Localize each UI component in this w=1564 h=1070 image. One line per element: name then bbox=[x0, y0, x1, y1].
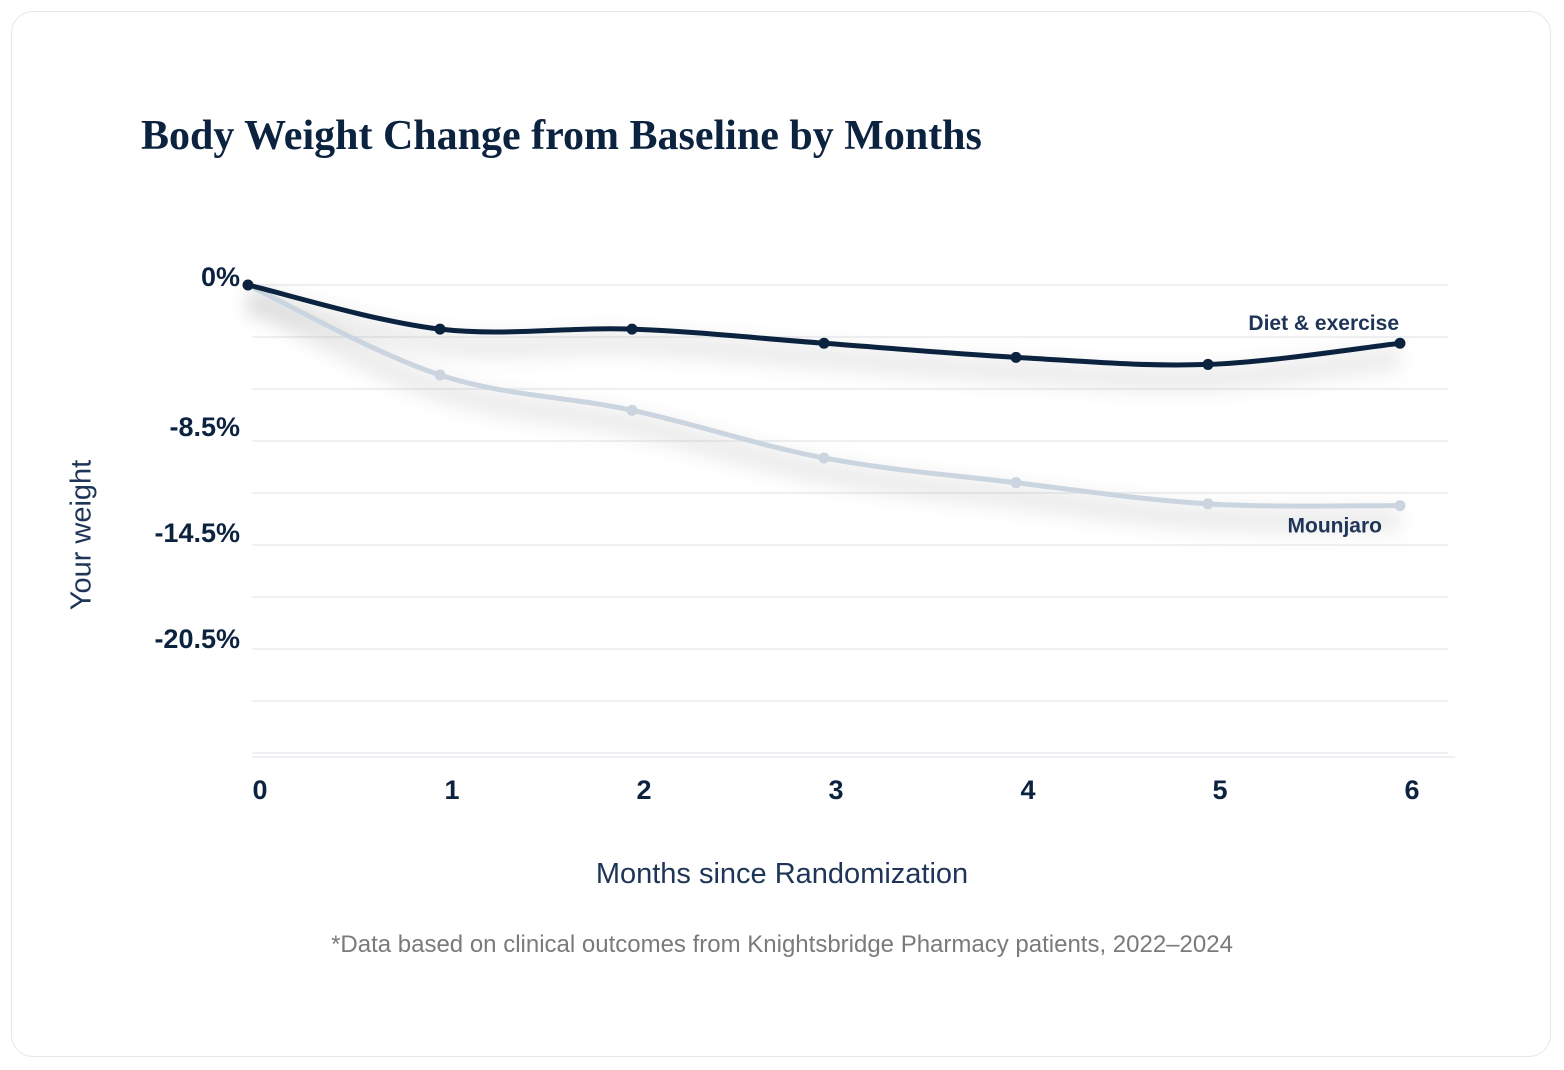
footnote: *Data based on clinical outcomes from Kn… bbox=[331, 931, 1233, 958]
series-label-diet-exercise: Diet & exercise bbox=[1248, 312, 1399, 335]
y-axis-ticks: 0% -8.5% -14.5% -20.5% bbox=[154, 262, 240, 654]
series-label-mounjaro: Mounjaro bbox=[1288, 515, 1383, 538]
x-tick-label: 0 bbox=[252, 775, 267, 805]
data-point bbox=[1010, 351, 1022, 363]
x-tick-label: 2 bbox=[636, 775, 651, 805]
series-diet-exercise bbox=[242, 279, 1406, 370]
chart-title: Body Weight Change from Baseline by Mont… bbox=[141, 113, 982, 159]
chart-card bbox=[11, 11, 1551, 1057]
data-point bbox=[818, 337, 830, 349]
data-point bbox=[818, 452, 830, 464]
data-point bbox=[434, 323, 446, 335]
y-tick-label: -8.5% bbox=[169, 412, 240, 442]
data-point bbox=[1394, 337, 1406, 349]
line-shadows bbox=[242, 286, 1402, 534]
x-tick-label: 1 bbox=[444, 775, 459, 805]
x-tick-label: 3 bbox=[828, 775, 843, 805]
data-point bbox=[1202, 498, 1214, 510]
x-tick-label: 4 bbox=[1020, 775, 1035, 805]
data-point bbox=[1394, 500, 1406, 512]
series-shadow-diet-exercise bbox=[245, 286, 1402, 392]
x-axis-title: Months since Randomization bbox=[595, 858, 969, 890]
series-shadow-mounjaro bbox=[242, 287, 1401, 534]
series-lines bbox=[242, 279, 1406, 512]
x-tick-label: 6 bbox=[1404, 775, 1419, 805]
data-point bbox=[626, 404, 638, 416]
y-tick-label: -20.5% bbox=[154, 624, 240, 654]
x-axis-ticks: 0 1 2 3 4 5 6 bbox=[252, 775, 1419, 805]
series-labels: Mounjaro Diet & exercise bbox=[1248, 312, 1399, 537]
y-tick-label: 0% bbox=[201, 262, 240, 292]
data-point bbox=[1202, 358, 1214, 370]
data-point bbox=[626, 323, 638, 335]
data-point bbox=[434, 369, 446, 381]
data-point bbox=[242, 279, 254, 291]
grid-lines bbox=[252, 284, 1455, 758]
x-tick-label: 5 bbox=[1212, 775, 1227, 805]
y-tick-label: -14.5% bbox=[154, 518, 240, 548]
data-point bbox=[1010, 477, 1022, 489]
